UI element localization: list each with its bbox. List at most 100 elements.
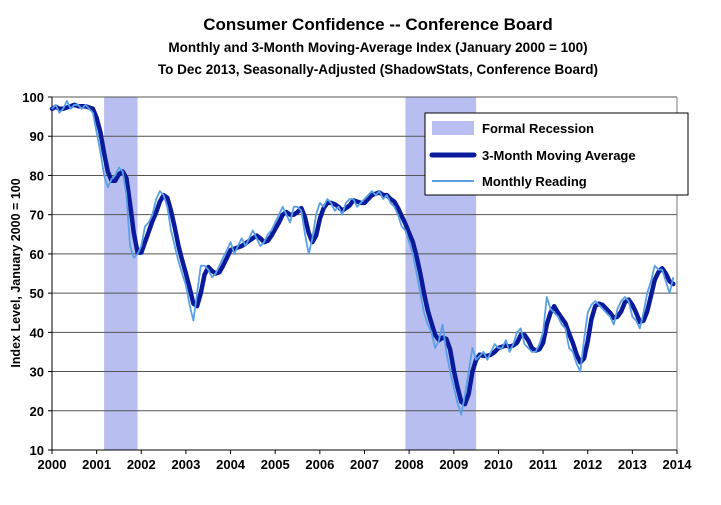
monthly-point bbox=[99, 151, 101, 153]
monthly-point bbox=[58, 112, 61, 114]
monthly-point bbox=[237, 245, 239, 247]
x-tick-label: 2000 bbox=[38, 457, 67, 472]
monthly-point bbox=[181, 272, 183, 275]
monthly-point bbox=[177, 261, 180, 263]
x-tick-label: 2014 bbox=[663, 457, 693, 472]
monthly-point bbox=[482, 351, 485, 353]
monthly-point bbox=[200, 265, 202, 267]
monthly-point bbox=[501, 347, 503, 349]
monthly-point bbox=[315, 214, 317, 216]
monthly-point bbox=[449, 370, 451, 373]
monthly-point bbox=[587, 312, 589, 314]
monthly-point bbox=[363, 198, 366, 200]
monthly-point bbox=[568, 347, 570, 349]
monthly-point bbox=[107, 186, 109, 188]
monthly-point bbox=[282, 206, 284, 208]
monthly-point bbox=[371, 190, 373, 192]
monthly-point bbox=[412, 253, 414, 255]
monthly-point bbox=[378, 190, 380, 192]
monthly-point bbox=[166, 206, 168, 208]
monthly-point bbox=[397, 214, 399, 216]
chart-subtitle-2: To Dec 2013, Seasonally-Adjusted (Shadow… bbox=[158, 62, 598, 77]
x-tick-label: 2011 bbox=[529, 457, 557, 472]
monthly-point bbox=[229, 241, 232, 243]
monthly-point bbox=[349, 198, 351, 200]
monthly-point bbox=[479, 355, 481, 357]
y-tick-label: 90 bbox=[30, 129, 44, 144]
monthly-point bbox=[170, 229, 172, 231]
monthly-point bbox=[133, 257, 135, 259]
monthly-point bbox=[668, 292, 671, 294]
monthly-point bbox=[527, 347, 529, 349]
y-axis-label: Index Level, January 2000 = 100 bbox=[9, 178, 23, 367]
monthly-point bbox=[129, 245, 131, 247]
monthly-point bbox=[456, 402, 459, 404]
monthly-point bbox=[654, 265, 656, 267]
monthly-point bbox=[73, 104, 75, 106]
monthly-point bbox=[549, 308, 552, 310]
monthly-point bbox=[389, 202, 392, 204]
monthly-point bbox=[639, 327, 641, 330]
monthly-point bbox=[460, 414, 462, 416]
monthly-point bbox=[136, 253, 139, 255]
monthly-point bbox=[367, 194, 369, 196]
x-tick-label: 2008 bbox=[395, 457, 424, 472]
monthly-point bbox=[352, 198, 354, 200]
monthly-point bbox=[631, 316, 633, 318]
monthly-point bbox=[464, 394, 466, 396]
monthly-point bbox=[319, 202, 321, 204]
monthly-point bbox=[84, 104, 87, 106]
monthly-point bbox=[304, 233, 306, 235]
monthly-point bbox=[598, 304, 600, 306]
monthly-point bbox=[601, 308, 604, 310]
monthly-point bbox=[114, 174, 116, 177]
monthly-point bbox=[520, 327, 522, 330]
monthly-point bbox=[375, 194, 377, 196]
monthly-point bbox=[278, 214, 280, 216]
monthly-point bbox=[475, 359, 477, 361]
monthly-point bbox=[646, 292, 648, 294]
y-tick-label: 70 bbox=[30, 208, 44, 223]
monthly-point bbox=[594, 300, 596, 302]
monthly-point bbox=[159, 190, 161, 192]
monthly-point bbox=[274, 221, 276, 224]
y-tick-label: 10 bbox=[30, 443, 44, 458]
monthly-point bbox=[62, 108, 64, 110]
monthly-point bbox=[222, 257, 224, 259]
monthly-point bbox=[635, 319, 637, 322]
monthly-point bbox=[110, 178, 113, 180]
monthly-point bbox=[616, 308, 619, 310]
monthly-point bbox=[185, 284, 187, 286]
chart-subtitle-1: Monthly and 3-Month Moving-Average Index… bbox=[168, 40, 587, 55]
monthly-point bbox=[442, 323, 444, 326]
monthly-point bbox=[531, 351, 533, 353]
monthly-point bbox=[590, 304, 593, 306]
monthly-point bbox=[546, 296, 548, 298]
monthly-point bbox=[490, 351, 492, 353]
monthly-point bbox=[609, 316, 611, 318]
x-tick-label: 2010 bbox=[484, 457, 513, 472]
monthly-point bbox=[96, 131, 98, 133]
monthly-point bbox=[215, 272, 217, 275]
monthly-point bbox=[415, 272, 418, 275]
monthly-point bbox=[256, 237, 258, 239]
x-tick-label: 2004 bbox=[216, 457, 246, 472]
monthly-point bbox=[419, 292, 421, 294]
monthly-point bbox=[516, 331, 518, 333]
x-tick-label: 2003 bbox=[171, 457, 200, 472]
monthly-point bbox=[512, 343, 514, 345]
monthly-point bbox=[203, 265, 206, 267]
monthly-point bbox=[386, 194, 388, 196]
monthly-point bbox=[557, 316, 559, 318]
monthly-point bbox=[538, 343, 540, 345]
monthly-point bbox=[70, 108, 72, 110]
chart-title: Consumer Confidence -- Conference Board bbox=[203, 15, 553, 34]
monthly-point bbox=[356, 206, 358, 208]
monthly-point bbox=[430, 331, 433, 333]
monthly-point bbox=[270, 229, 273, 231]
x-tick-label: 2002 bbox=[127, 457, 156, 472]
monthly-point bbox=[486, 359, 488, 361]
monthly-point bbox=[211, 276, 213, 279]
monthly-point bbox=[657, 268, 659, 271]
